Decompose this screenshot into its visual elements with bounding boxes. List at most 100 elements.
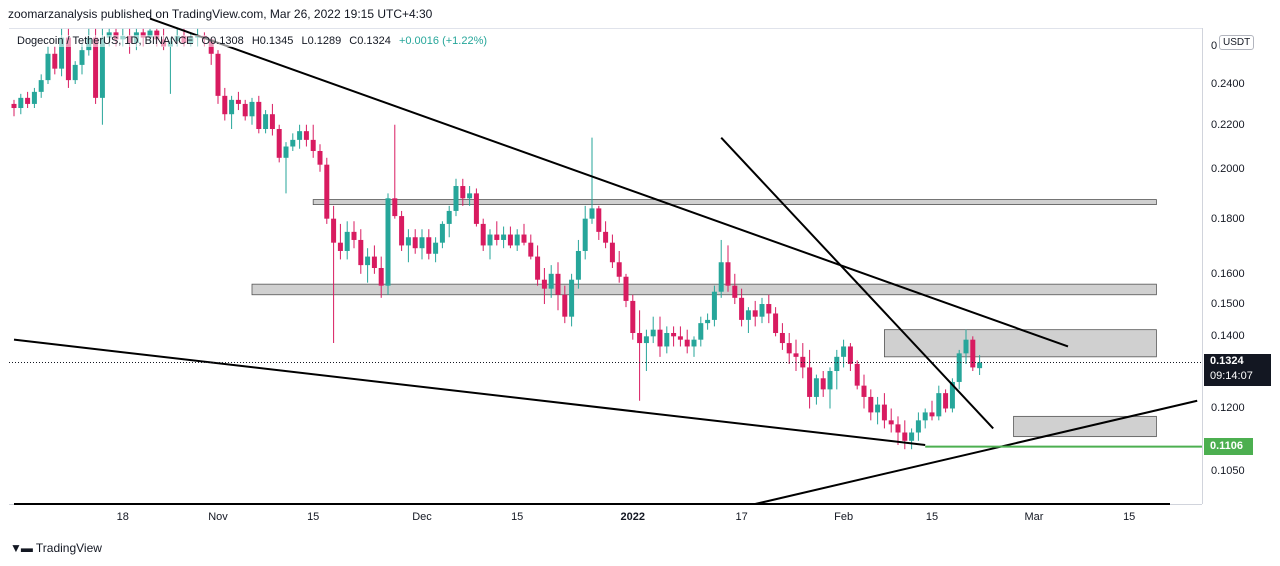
candle (623, 273, 629, 308)
candle-body (494, 234, 500, 240)
candle-body (222, 95, 228, 115)
y-tick-label: 0.1800 (1211, 212, 1245, 225)
candle-body (453, 186, 459, 211)
candle-body (739, 297, 745, 320)
candle-body (630, 300, 636, 333)
candle (616, 250, 622, 283)
candle (310, 124, 316, 158)
candle-body (691, 339, 697, 347)
candle-body (677, 336, 683, 340)
candle-body (480, 223, 486, 246)
candle-body (650, 329, 656, 337)
candle (847, 343, 853, 372)
candle (705, 313, 711, 330)
candle-body (895, 424, 901, 433)
candle-body (582, 218, 588, 251)
currency-badge[interactable]: USDT (1219, 35, 1255, 50)
candle (650, 316, 656, 344)
candle (256, 95, 262, 134)
candle-body (72, 64, 78, 81)
x-tick-label: 18 (116, 511, 129, 523)
candle (677, 326, 683, 347)
candle (324, 157, 330, 224)
candle-body (65, 37, 71, 81)
candle-body (487, 234, 493, 246)
candle (596, 205, 602, 240)
candle (548, 265, 554, 298)
candle-body (745, 310, 751, 320)
x-tick-label: 2022 (620, 511, 646, 523)
zone-box (312, 199, 1157, 205)
candle-body (698, 323, 704, 340)
candle-body (242, 103, 248, 117)
candle (25, 91, 31, 109)
candle-body (310, 139, 316, 151)
candle (671, 326, 677, 347)
candle (807, 349, 813, 409)
x-tick-label: Mar (1024, 511, 1044, 523)
candle (827, 367, 833, 409)
candle-body (555, 273, 561, 295)
candle (909, 428, 915, 450)
candle-body (616, 262, 622, 277)
footer-brand[interactable]: ▼▬ TradingView (10, 541, 102, 555)
y-tick-label: 0.1200 (1211, 402, 1245, 415)
candle (929, 400, 935, 421)
candle (72, 61, 78, 84)
candle-body (766, 304, 772, 314)
candle-body (283, 146, 289, 158)
candle-body (902, 432, 908, 441)
candle-body (841, 346, 847, 357)
candle-body (419, 237, 425, 249)
chart-pane[interactable] (9, 28, 1202, 505)
candle-body (229, 99, 235, 115)
candle (582, 205, 588, 260)
candle (358, 229, 364, 274)
candle-body (603, 231, 609, 243)
y-tick-label: 0.1400 (1211, 330, 1245, 343)
candle-body (705, 319, 711, 324)
candle (589, 137, 595, 224)
candle-body (793, 353, 799, 357)
legend-open: O0.1308 (201, 35, 244, 47)
candle (664, 326, 670, 354)
candle-body (290, 139, 296, 147)
x-tick-label: Feb (834, 511, 854, 523)
candle (902, 420, 908, 450)
candle-body (412, 237, 418, 249)
candle-body (263, 114, 269, 130)
candle-body (256, 101, 262, 130)
candle (725, 245, 731, 292)
candle-body (18, 97, 24, 109)
candle-body (970, 339, 976, 368)
candle (922, 408, 928, 429)
x-tick-label: 15 (511, 511, 524, 523)
candle-body (154, 30, 160, 40)
candle (963, 329, 969, 364)
candle-body (385, 198, 391, 286)
candle-body (936, 393, 942, 417)
legend-high: H0.1345 (251, 35, 294, 47)
candle-body (147, 30, 153, 38)
candle-body (949, 381, 955, 409)
candle-body (759, 304, 765, 317)
candle (779, 323, 785, 350)
candle-body (963, 339, 969, 354)
candle-body (786, 343, 792, 354)
publisher-line: zoomarzanalysis published on TradingView… (8, 7, 433, 21)
candle-body (337, 242, 343, 251)
candle (331, 205, 337, 344)
trendline (754, 399, 1198, 505)
candle-body (732, 285, 738, 298)
price-axis[interactable] (1202, 28, 1280, 504)
legend-change: +0.0016 (+1.22%) (398, 35, 488, 47)
candle-body (643, 336, 649, 344)
candle (711, 285, 717, 327)
candle-body (847, 346, 853, 364)
x-tick-label: Dec (412, 511, 432, 523)
candle (249, 97, 255, 125)
candle (276, 124, 282, 163)
trendlines-layer (13, 17, 1202, 505)
candle (494, 221, 500, 246)
